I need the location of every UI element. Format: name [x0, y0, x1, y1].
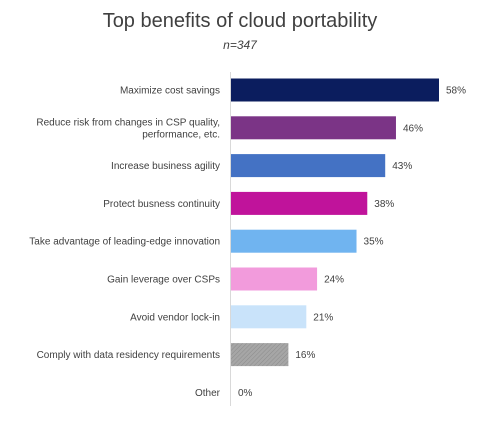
category-label-line: Reduce risk from changes in CSP quality, — [36, 117, 220, 128]
category-label-line: Take advantage of leading-edge innovatio… — [29, 237, 220, 248]
category-label-line: Increase business agility — [111, 161, 220, 172]
category-label-line: Gain leverage over CSPs — [107, 275, 220, 286]
bar — [231, 191, 368, 215]
bar — [231, 267, 318, 291]
chart-title: Top benefits of cloud portability — [102, 10, 378, 32]
value-label: 21% — [313, 312, 333, 323]
category-label: Gain leverage over CSPs — [107, 275, 220, 286]
category-label: Avoid vendor lock-in — [130, 312, 220, 323]
bar — [231, 78, 439, 102]
category-label: Reduce risk from changes in CSP quality,… — [36, 117, 220, 140]
value-label: 24% — [324, 275, 344, 286]
category-label: Protect busness continuity — [103, 199, 220, 210]
bar — [231, 116, 396, 140]
category-label: Increase business agility — [111, 161, 220, 172]
category-label-line: Comply with data residency requirements — [37, 350, 220, 361]
bar — [231, 343, 289, 367]
category-label: Comply with data residency requirements — [37, 350, 220, 361]
bar — [231, 229, 357, 253]
category-label: Other — [195, 388, 221, 399]
category-label-line: Maximize cost savings — [120, 86, 220, 97]
bar — [231, 305, 307, 329]
value-label: 46% — [403, 123, 423, 134]
value-label: 38% — [374, 199, 394, 210]
category-label-line: Other — [195, 388, 221, 399]
category-label-line: Avoid vendor lock-in — [130, 312, 220, 323]
bar — [231, 154, 386, 178]
value-label: 0% — [238, 388, 253, 399]
category-label-line: performance, etc. — [142, 129, 220, 140]
value-label: 16% — [295, 350, 315, 361]
value-label: 35% — [364, 237, 384, 248]
value-label: 43% — [392, 161, 412, 172]
category-label: Take advantage of leading-edge innovatio… — [29, 237, 220, 248]
category-label-line: Protect busness continuity — [103, 199, 220, 210]
value-label: 58% — [446, 86, 466, 97]
category-label: Maximize cost savings — [120, 86, 220, 97]
chart-subtitle: n=347 — [223, 38, 257, 52]
